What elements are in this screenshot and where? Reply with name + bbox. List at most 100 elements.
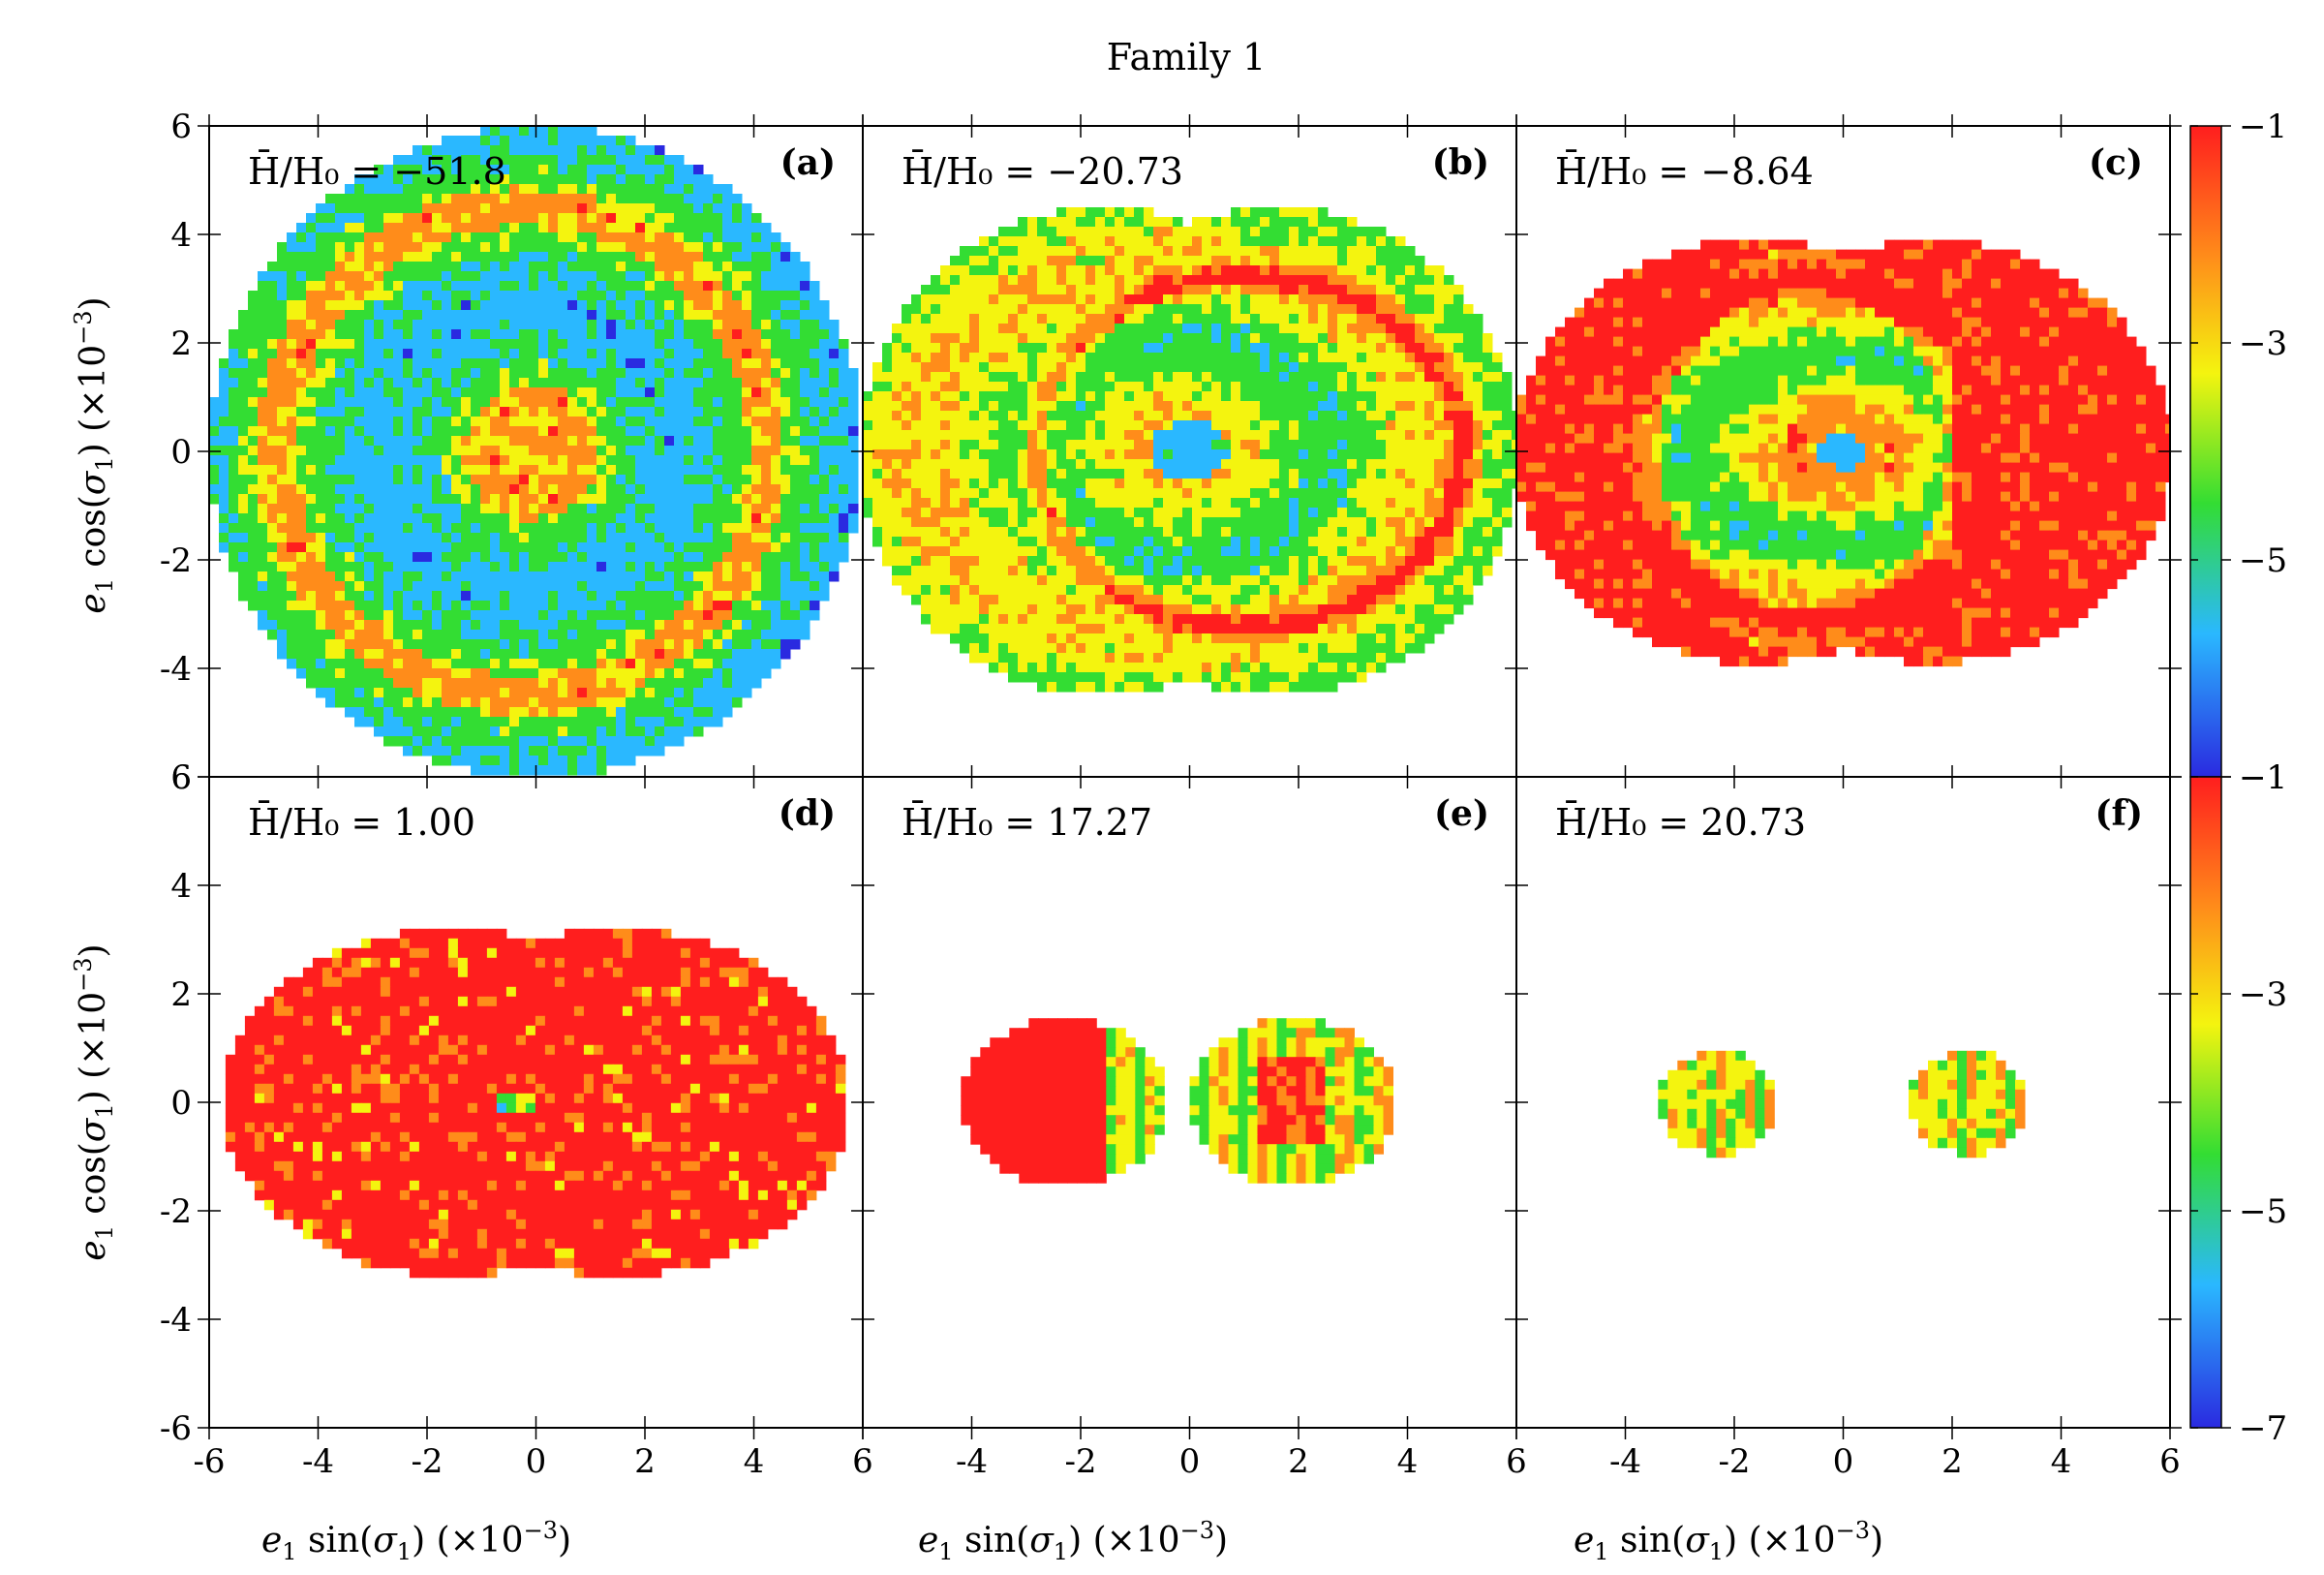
heat-cell bbox=[1395, 333, 1406, 344]
heat-cell bbox=[403, 581, 413, 592]
heat-cell bbox=[267, 339, 278, 350]
heat-cell bbox=[567, 571, 578, 582]
heat-cell bbox=[979, 411, 990, 421]
heat-cell bbox=[277, 630, 288, 640]
heat-cell bbox=[1182, 285, 1193, 295]
heat-cell bbox=[345, 310, 355, 321]
heat-cell bbox=[1279, 275, 1290, 286]
heat-cell bbox=[810, 291, 820, 301]
heat-cell bbox=[1376, 401, 1387, 412]
heat-cell bbox=[587, 736, 597, 747]
heat-cell bbox=[810, 329, 820, 340]
heat-cell bbox=[969, 333, 980, 344]
heat-cell bbox=[500, 504, 510, 514]
heat-cell bbox=[1095, 362, 1106, 373]
heat-cell bbox=[848, 455, 859, 466]
heat-cell bbox=[422, 504, 433, 514]
heat-cell bbox=[480, 639, 491, 650]
heat-cell bbox=[1018, 343, 1028, 354]
heat-cell bbox=[248, 417, 259, 427]
heat-cell bbox=[287, 397, 297, 408]
heat-cell bbox=[432, 446, 443, 456]
heat-cell bbox=[722, 688, 733, 698]
heat-cell bbox=[354, 242, 365, 253]
heat-cell bbox=[645, 194, 656, 204]
heat-cell bbox=[771, 523, 781, 534]
heat-cell bbox=[1434, 382, 1445, 392]
heat-cell bbox=[325, 232, 336, 243]
heat-cell bbox=[335, 310, 346, 321]
heat-cell bbox=[1066, 236, 1077, 247]
heat-cell bbox=[616, 387, 627, 398]
heat-cell bbox=[1512, 430, 1516, 441]
heat-cell bbox=[451, 252, 462, 262]
heat-cell bbox=[364, 252, 375, 262]
heat-cell bbox=[761, 291, 772, 301]
heat-cell bbox=[1318, 285, 1329, 295]
heat-cell bbox=[538, 203, 549, 214]
heat-cell bbox=[1269, 401, 1280, 412]
heat-cell bbox=[1405, 372, 1416, 383]
heat-cell bbox=[1086, 382, 1096, 392]
heat-cell bbox=[238, 417, 249, 427]
heat-cell bbox=[393, 601, 404, 611]
heat-cell bbox=[771, 262, 781, 272]
heat-cell bbox=[606, 562, 617, 572]
heat-cell bbox=[267, 552, 278, 563]
heat-cell bbox=[1066, 382, 1077, 392]
heat-cell bbox=[742, 329, 752, 340]
heat-cell bbox=[1260, 333, 1270, 344]
heat-cell bbox=[1144, 246, 1154, 257]
heat-cell bbox=[335, 407, 346, 417]
heat-cell bbox=[1328, 285, 1338, 295]
heat-cell bbox=[882, 372, 893, 383]
heat-cell bbox=[989, 333, 999, 344]
heat-cell bbox=[1299, 430, 1309, 441]
heat-cell bbox=[722, 436, 733, 447]
heat-cell bbox=[771, 368, 781, 379]
heat-cell bbox=[1260, 362, 1270, 373]
heat-cell bbox=[1144, 333, 1154, 344]
heat-cell bbox=[480, 368, 491, 379]
heat-cell bbox=[587, 136, 597, 146]
heat-cell bbox=[684, 252, 694, 262]
heat-cell bbox=[1134, 256, 1145, 266]
heat-cell bbox=[693, 436, 704, 447]
heat-cell bbox=[229, 484, 239, 495]
heat-cell bbox=[839, 494, 849, 505]
heat-cell bbox=[1512, 411, 1516, 421]
heat-cell bbox=[1424, 343, 1435, 354]
heat-cell bbox=[267, 436, 278, 447]
heat-cell bbox=[577, 368, 588, 379]
heat-cell bbox=[287, 552, 297, 563]
heat-cell bbox=[548, 252, 559, 262]
heat-cell bbox=[509, 436, 520, 447]
heat-cell bbox=[413, 417, 423, 427]
heat-cell bbox=[1173, 401, 1183, 412]
heat-cell bbox=[587, 145, 597, 156]
heat-cell bbox=[287, 417, 297, 427]
heat-cell bbox=[538, 426, 549, 437]
heat-cell bbox=[403, 291, 413, 301]
heat-cell bbox=[587, 475, 597, 485]
heat-cell bbox=[422, 155, 433, 166]
heat-cell bbox=[655, 426, 665, 437]
heat-cell bbox=[751, 368, 762, 379]
heat-cell bbox=[911, 343, 922, 354]
heat-cell bbox=[645, 571, 656, 582]
heat-cell bbox=[616, 368, 627, 379]
heat-cell bbox=[567, 320, 578, 330]
heat-cell bbox=[1115, 420, 1125, 431]
heat-cell bbox=[480, 213, 491, 224]
heat-cell bbox=[519, 581, 530, 592]
heat-cell bbox=[229, 494, 239, 505]
heat-cell bbox=[558, 542, 568, 553]
heat-cell bbox=[911, 411, 922, 421]
heat-cell bbox=[519, 552, 530, 563]
heat-cell bbox=[1144, 256, 1154, 266]
heat-cell bbox=[422, 223, 433, 233]
heat-cell bbox=[664, 523, 675, 534]
heat-cell bbox=[538, 697, 549, 708]
heat-cell bbox=[316, 281, 326, 292]
heat-cell bbox=[422, 475, 433, 485]
